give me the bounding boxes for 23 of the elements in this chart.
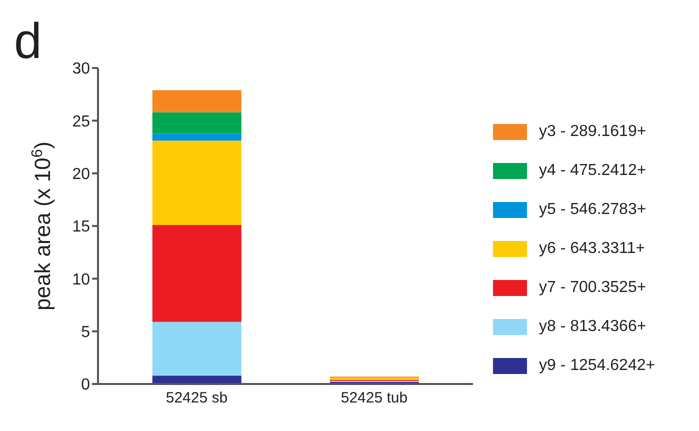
- y-tick-label: 10: [72, 271, 90, 288]
- x-tick-label: 52425 sb: [166, 390, 228, 407]
- y-tick-label: 25: [72, 113, 90, 130]
- legend-label: y9 - 1254.6242+: [539, 357, 656, 375]
- y-tick-label: 0: [81, 376, 90, 394]
- legend-label: y8 - 813.4366+: [539, 318, 646, 336]
- y-tick-label: 5: [81, 324, 90, 342]
- y-tick-label: 30: [72, 60, 90, 78]
- bar: [152, 133, 242, 141]
- bar: [152, 224, 242, 322]
- legend-label: y5 - 546.2783+: [539, 201, 646, 219]
- y-tick-label: 20: [72, 166, 90, 184]
- y-tick-label: 15: [72, 218, 90, 236]
- bar: [152, 112, 242, 134]
- x-tick-label: 52425 tub: [340, 390, 408, 407]
- bar: [152, 140, 242, 225]
- legend-label: y6 - 643.3311+: [539, 240, 646, 258]
- bar: [152, 90, 242, 112]
- text: d: [14, 13, 42, 69]
- legend-label: y7 - 700.3525+: [539, 279, 646, 297]
- legend-label: y3 - 289.1619+: [539, 123, 646, 141]
- bar: [152, 322, 242, 376]
- legend-label: y4 - 475.2412+: [539, 162, 646, 180]
